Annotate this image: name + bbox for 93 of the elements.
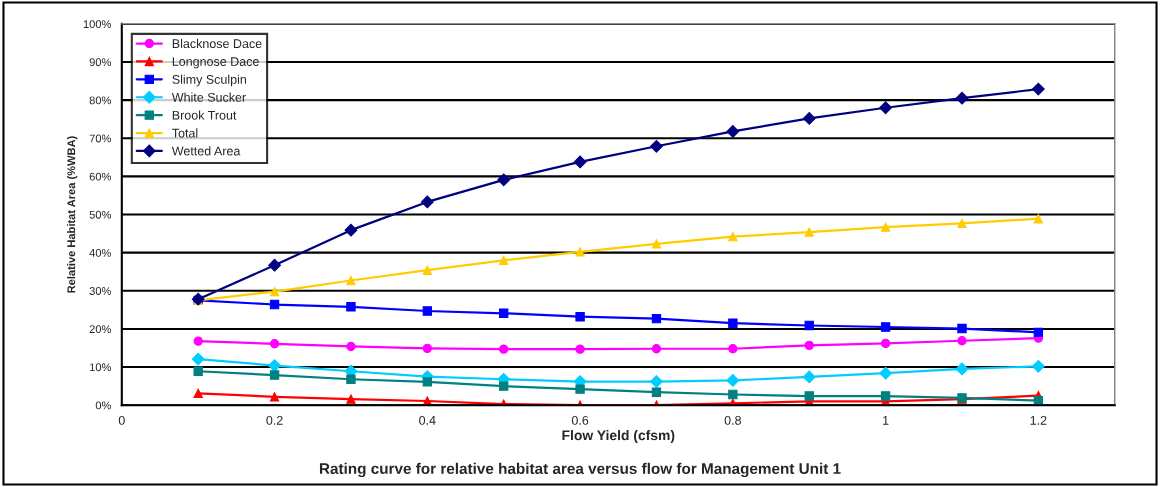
point: [346, 394, 356, 404]
point: [575, 312, 585, 322]
point: [728, 344, 738, 354]
y-tick-label: 60%: [89, 172, 111, 181]
point: [269, 339, 280, 349]
y-axis-title: Relative Habitat Area (%WBA): [67, 136, 78, 293]
point: [499, 344, 509, 354]
point: [957, 218, 967, 228]
point: [422, 306, 433, 316]
point: [880, 322, 891, 332]
point: [804, 340, 814, 350]
legend-label: Slimy Sculpin: [172, 74, 247, 87]
point: [880, 222, 891, 232]
legend-label: Blacknose Dace: [172, 38, 262, 49]
point: [651, 387, 662, 397]
text: Rating curve for relative habitat area versus flow for Management Unit 1: [319, 462, 841, 478]
point: [422, 343, 433, 354]
legend-label: Longnose Dace: [172, 57, 259, 69]
legend-label: White Sucker: [171, 92, 246, 102]
point: [1033, 327, 1044, 338]
point: [346, 275, 356, 286]
y-tick-label: 10%: [89, 363, 111, 372]
point: [422, 377, 433, 387]
x-tick-label: 1: [883, 416, 889, 425]
point: [804, 320, 814, 331]
point: [346, 302, 356, 312]
legend-label: Total: [172, 128, 198, 138]
point: [651, 239, 662, 249]
point: [728, 389, 738, 400]
point: [268, 258, 281, 272]
x-tick-label: 1.2: [1030, 415, 1047, 425]
point: [499, 381, 509, 391]
point: [575, 344, 585, 354]
point: [804, 227, 814, 237]
point: [191, 352, 205, 366]
point: [804, 391, 814, 401]
point: [650, 375, 663, 388]
point: [651, 344, 662, 354]
y-tick-label: 20%: [89, 325, 111, 334]
point: [728, 318, 738, 328]
point: [422, 265, 433, 275]
point: [651, 313, 662, 324]
point: [879, 366, 893, 380]
point: [420, 195, 434, 209]
point: [575, 384, 585, 394]
x-tick-label: 0: [118, 415, 125, 425]
point: [802, 112, 816, 125]
point: [344, 223, 358, 237]
x-tick-label: 0.4: [419, 415, 436, 425]
point: [346, 341, 356, 352]
point: [650, 139, 663, 153]
point: [499, 308, 509, 318]
point: [728, 231, 738, 242]
point: [802, 370, 816, 384]
legend-label: Wetted Area: [171, 146, 241, 156]
x-tick-label: 0.6: [571, 415, 589, 425]
point: [880, 338, 891, 349]
point: [957, 323, 967, 334]
point: [955, 362, 969, 376]
x-tick-label: 0.2: [266, 415, 283, 425]
point: [573, 155, 587, 169]
point: [346, 374, 356, 384]
y-tick-label: 30%: [89, 287, 111, 295]
point: [269, 299, 280, 310]
point: [268, 359, 281, 372]
y-tick-label: 40%: [89, 248, 111, 257]
point: [955, 91, 969, 105]
point: [269, 286, 280, 297]
y-tick-label: 0%: [95, 401, 111, 410]
point: [1033, 214, 1044, 224]
point: [497, 173, 511, 187]
point: [193, 336, 203, 346]
y-tick-label: 90%: [89, 58, 111, 67]
point: [575, 247, 585, 257]
x-tick-label: 0.8: [724, 415, 741, 425]
point: [957, 336, 967, 346]
point: [193, 388, 203, 399]
y-tick-label: 80%: [89, 96, 111, 105]
point: [499, 255, 509, 265]
point: [193, 366, 203, 376]
point: [879, 101, 893, 115]
point: [1031, 359, 1045, 373]
point: [269, 370, 280, 380]
point: [726, 373, 740, 387]
point: [1031, 82, 1045, 96]
point: [726, 124, 740, 138]
point: [269, 392, 280, 402]
y-tick-label: 70%: [89, 134, 111, 143]
legend-label: Brook Trout: [172, 110, 237, 120]
point: [880, 391, 891, 401]
x-axis-title: Flow Yield (cfsm): [562, 430, 675, 443]
y-tick-label: 100%: [83, 20, 111, 28]
y-tick-label: 50%: [89, 210, 111, 219]
